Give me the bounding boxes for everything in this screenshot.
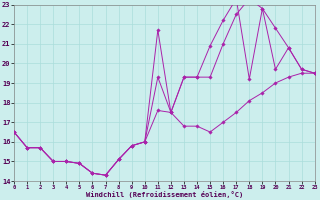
X-axis label: Windchill (Refroidissement éolien,°C): Windchill (Refroidissement éolien,°C) xyxy=(86,191,243,198)
